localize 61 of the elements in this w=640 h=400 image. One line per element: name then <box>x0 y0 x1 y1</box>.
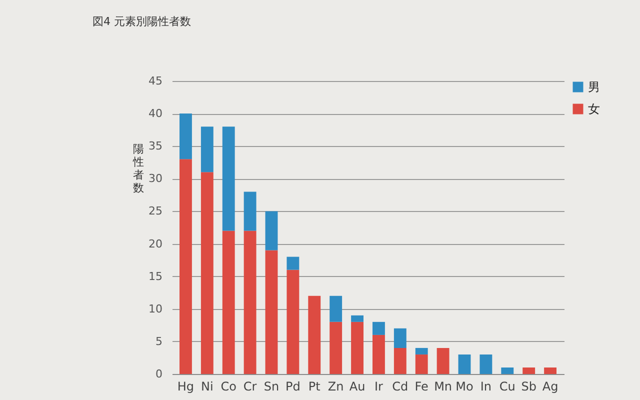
bar <box>330 296 342 322</box>
y-tick-label: 15 <box>148 270 162 283</box>
y-tick-label: 45 <box>148 74 162 88</box>
x-tick-label: Ir <box>374 380 384 394</box>
x-tick-label: Cr <box>243 380 257 394</box>
bar <box>394 328 406 348</box>
bar <box>180 114 192 160</box>
y-tick-label: 35 <box>148 140 162 153</box>
y-tick-label: 10 <box>148 302 162 316</box>
x-tick-label: Cu <box>499 380 516 394</box>
x-tick-label: Ag <box>542 380 558 394</box>
bar <box>222 126 235 231</box>
bar <box>286 256 300 270</box>
bar <box>458 354 471 374</box>
x-tick-label: Hg <box>177 380 194 394</box>
legend-label: 女 <box>588 102 600 116</box>
bar <box>244 230 256 374</box>
x-tick-label: Au <box>349 380 366 394</box>
bar <box>180 159 192 374</box>
bar <box>415 348 428 354</box>
bar <box>436 348 450 374</box>
bar <box>286 270 300 374</box>
bar <box>522 367 536 374</box>
x-tick-label: Mn <box>434 380 452 394</box>
bar <box>415 354 428 374</box>
bar <box>200 126 214 172</box>
legend-label: 男 <box>588 80 600 94</box>
bar <box>394 348 406 374</box>
x-tick-label: Cd <box>392 380 408 394</box>
bar <box>372 322 385 335</box>
bar <box>244 192 256 231</box>
y-tick-label: 30 <box>148 172 162 186</box>
bar <box>480 354 492 374</box>
y-axis-title: 陽性者数 <box>132 142 144 194</box>
bar <box>222 230 235 374</box>
x-tick-label: Sn <box>264 380 280 394</box>
bar <box>330 322 342 374</box>
bar <box>265 250 278 374</box>
bar <box>200 172 214 374</box>
x-tick-label: Zn <box>328 380 344 394</box>
bar <box>544 367 556 374</box>
y-tick-label: 25 <box>148 204 162 218</box>
bar <box>351 322 364 374</box>
bar <box>351 315 364 322</box>
x-tick-label: Pd <box>286 380 300 394</box>
x-tick-label: Ni <box>201 380 214 394</box>
bar <box>265 211 278 250</box>
y-tick-label: 20 <box>148 237 162 250</box>
x-tick-label: Mo <box>456 380 474 394</box>
x-tick-label: Fe <box>414 380 428 394</box>
x-tick-label: Sb <box>521 380 536 394</box>
bar <box>308 296 321 374</box>
chart-title: 図4 元素別陽性者数 <box>92 15 191 28</box>
x-tick-label: In <box>480 380 492 394</box>
bar <box>501 367 514 374</box>
y-tick-label: 40 <box>148 107 162 120</box>
x-tick-label: Co <box>220 380 236 394</box>
y-tick-label: 5 <box>156 334 162 348</box>
bar <box>372 334 385 374</box>
x-tick-label: Pt <box>308 380 321 394</box>
y-tick-label: 0 <box>156 368 162 380</box>
